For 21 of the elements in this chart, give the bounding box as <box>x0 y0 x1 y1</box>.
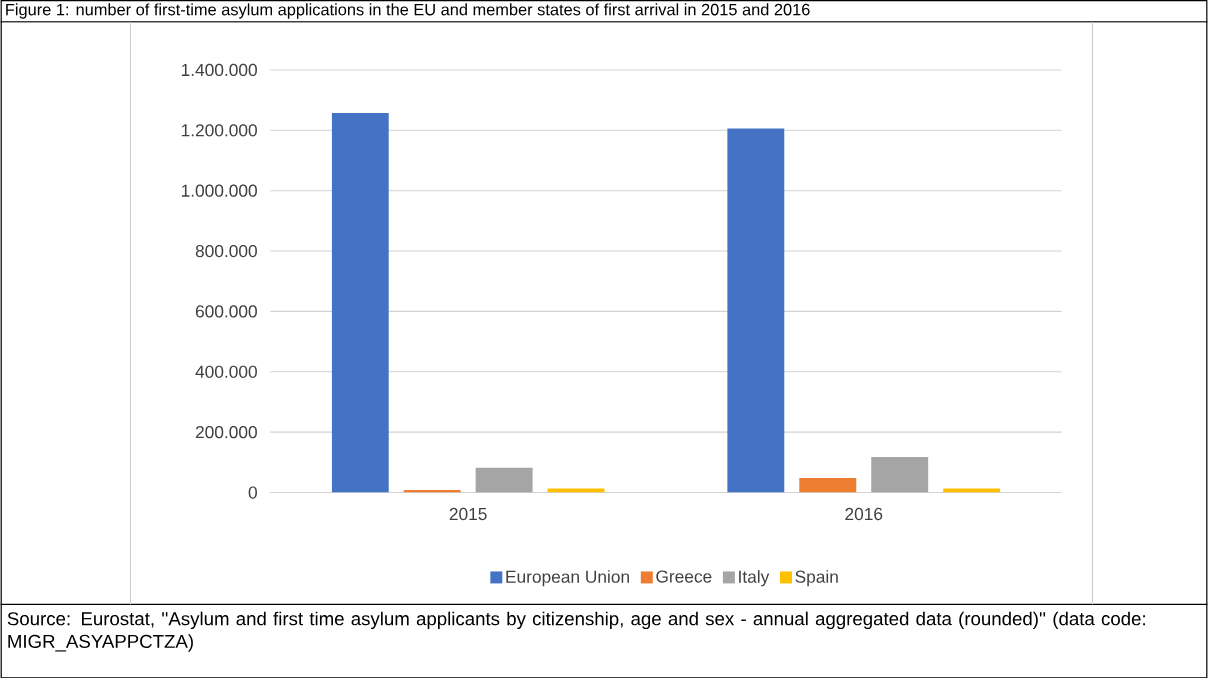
y-tick-label: 1.400.000 <box>181 63 257 76</box>
y-tick-label: 0 <box>248 486 257 499</box>
y-tick-label: 800.000 <box>195 244 257 258</box>
source-note: Source: Eurostat, ''Asylum and first time asylum applicants by citizenship, age and sex - annual aggregated data (rounded)'' (data code: MIGR_ASYAPPCTZA) <box>7 611 1145 652</box>
bar <box>475 467 533 493</box>
x-tick-label: 2016 <box>845 507 883 520</box>
y-tick-label: 1.000.000 <box>181 184 257 197</box>
bar <box>727 128 785 493</box>
y-tick-label: 600.000 <box>195 305 257 318</box>
x-tick-label: 2015 <box>449 507 487 520</box>
legend-label: Italy <box>739 569 770 587</box>
bar <box>799 477 857 493</box>
y-tick-label: 400.000 <box>195 365 257 378</box>
legend-label: European Union <box>506 569 629 587</box>
legend-label: Spain <box>795 569 838 587</box>
bar <box>331 112 389 493</box>
legend-label: Greece <box>656 570 712 583</box>
y-tick-label: 1.200.000 <box>181 124 257 137</box>
bar <box>871 456 929 493</box>
y-tick-label: 200.000 <box>195 425 257 439</box>
chart-title: Figure 1: number of first-time asylum applications in the EU and member states of first arrival in 2015 and 2016 <box>6 3 810 19</box>
